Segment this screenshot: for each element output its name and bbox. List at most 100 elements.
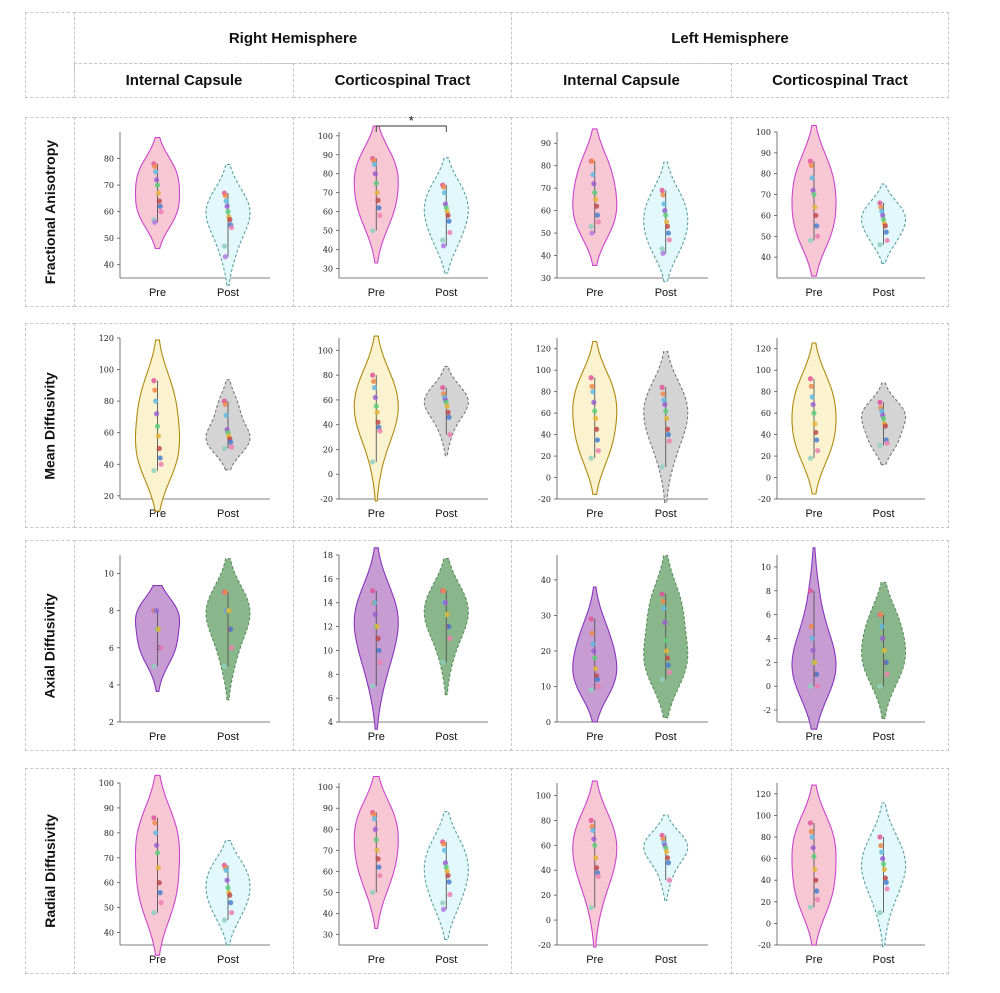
x-tick-label: Pre — [805, 954, 822, 966]
data-point — [154, 423, 161, 429]
data-point — [810, 401, 816, 408]
data-point — [152, 820, 158, 826]
y-tick-label: 100 — [536, 791, 551, 800]
y-tick-label: 90 — [104, 804, 114, 813]
panel-r4-c3: -20 0 20 40 60 80 100 Pre Post — [511, 768, 732, 974]
y-tick-label: 100 — [318, 346, 333, 355]
data-point — [665, 860, 672, 866]
data-point — [879, 623, 885, 630]
data-point — [229, 645, 235, 651]
y-tick-label: 40 — [761, 876, 771, 885]
panel-r3-c2: 4 6 8 10 12 14 16 18 Pre Post — [293, 540, 512, 751]
data-point — [664, 655, 671, 661]
data-point — [807, 820, 813, 826]
data-point — [228, 900, 234, 906]
violin-chart: -2 0 2 4 6 8 10 Pre Post — [761, 547, 925, 743]
y-tick-label: 100 — [318, 783, 333, 792]
data-point — [447, 891, 453, 898]
y-tick-label: 40 — [541, 252, 551, 261]
data-point — [666, 877, 672, 883]
data-point — [440, 184, 447, 190]
data-point — [370, 227, 376, 234]
data-point — [660, 391, 666, 397]
data-point — [376, 864, 382, 870]
row-label-text: Fractional Anisotropy — [42, 139, 59, 285]
data-point — [223, 867, 229, 873]
y-tick-label: 30 — [541, 274, 551, 283]
y-tick-label: 100 — [99, 779, 114, 788]
data-point — [666, 237, 672, 243]
y-tick-label: 60 — [323, 396, 333, 405]
data-point — [151, 467, 157, 474]
data-point — [154, 850, 161, 856]
data-point — [660, 598, 666, 604]
data-point — [154, 842, 160, 848]
y-tick-label: 2 — [766, 658, 771, 667]
x-tick-label: Post — [217, 954, 239, 966]
violin-chart: -20 0 20 40 60 80 100 Pre Post — [536, 780, 708, 966]
data-point — [593, 196, 599, 202]
data-point — [158, 461, 164, 467]
data-point — [370, 889, 376, 896]
data-point — [807, 237, 813, 244]
data-point — [807, 588, 813, 594]
data-point — [877, 442, 883, 448]
y-tick-label: 90 — [541, 139, 551, 148]
data-point — [877, 910, 883, 916]
data-point — [884, 671, 890, 677]
data-point — [151, 910, 157, 916]
header-col-2: Corticospinal Tract — [293, 63, 512, 98]
y-tick-label: 20 — [541, 452, 551, 461]
y-tick-label: 80 — [761, 388, 771, 397]
significance-bracket — [375, 125, 447, 132]
data-point — [157, 203, 163, 209]
data-point — [661, 605, 667, 611]
y-tick-label: 16 — [323, 575, 333, 584]
data-point — [879, 408, 885, 414]
y-tick-label: 0 — [546, 474, 551, 483]
data-point — [807, 376, 813, 382]
y-tick-label: 4 — [766, 635, 771, 644]
panel-r2-c2: -20 0 20 40 60 80 100 Pre Post — [293, 323, 512, 528]
data-point — [221, 445, 227, 452]
data-point — [154, 177, 160, 183]
x-tick-label: Pre — [368, 508, 385, 520]
data-point — [373, 180, 379, 186]
data-point — [445, 872, 451, 879]
data-point — [440, 900, 446, 906]
y-tick-label: 40 — [104, 929, 114, 938]
violin-chart: 40 50 60 70 80 Pre Post — [104, 132, 270, 299]
data-point — [595, 219, 601, 225]
y-tick-label: 50 — [761, 232, 771, 241]
data-point — [812, 421, 818, 427]
data-point — [371, 816, 378, 822]
y-tick-label: 70 — [323, 189, 333, 198]
data-point — [808, 623, 814, 630]
y-tick-label: 60 — [541, 207, 551, 216]
data-point — [377, 428, 383, 434]
data-point — [374, 190, 380, 196]
data-point — [593, 865, 600, 871]
data-point — [882, 223, 888, 229]
data-point — [881, 647, 888, 654]
y-tick-label: 80 — [541, 388, 551, 397]
data-point — [807, 904, 813, 910]
data-point — [595, 683, 601, 690]
data-point — [808, 829, 814, 835]
y-tick-label: 0 — [766, 474, 771, 483]
y-tick-label: 60 — [541, 409, 551, 418]
y-tick-label: 40 — [761, 431, 771, 440]
row-label-radial-diffusivity: Radial Diffusivity — [25, 768, 75, 974]
data-point — [371, 161, 378, 167]
data-point — [154, 182, 161, 188]
y-tick-label: 50 — [323, 888, 333, 897]
y-tick-label: 40 — [323, 421, 333, 430]
data-point — [224, 203, 230, 209]
panel-r4-c4: -20 0 20 40 60 80 100 120 Pre Post — [731, 768, 949, 974]
y-tick-label: 60 — [104, 208, 114, 217]
y-tick-label: 90 — [323, 151, 333, 160]
panel-r2-c4: -20 0 20 40 60 80 100 120 Pre Post — [731, 323, 949, 528]
data-point — [664, 648, 670, 654]
data-point — [223, 412, 229, 418]
data-point — [440, 841, 447, 847]
